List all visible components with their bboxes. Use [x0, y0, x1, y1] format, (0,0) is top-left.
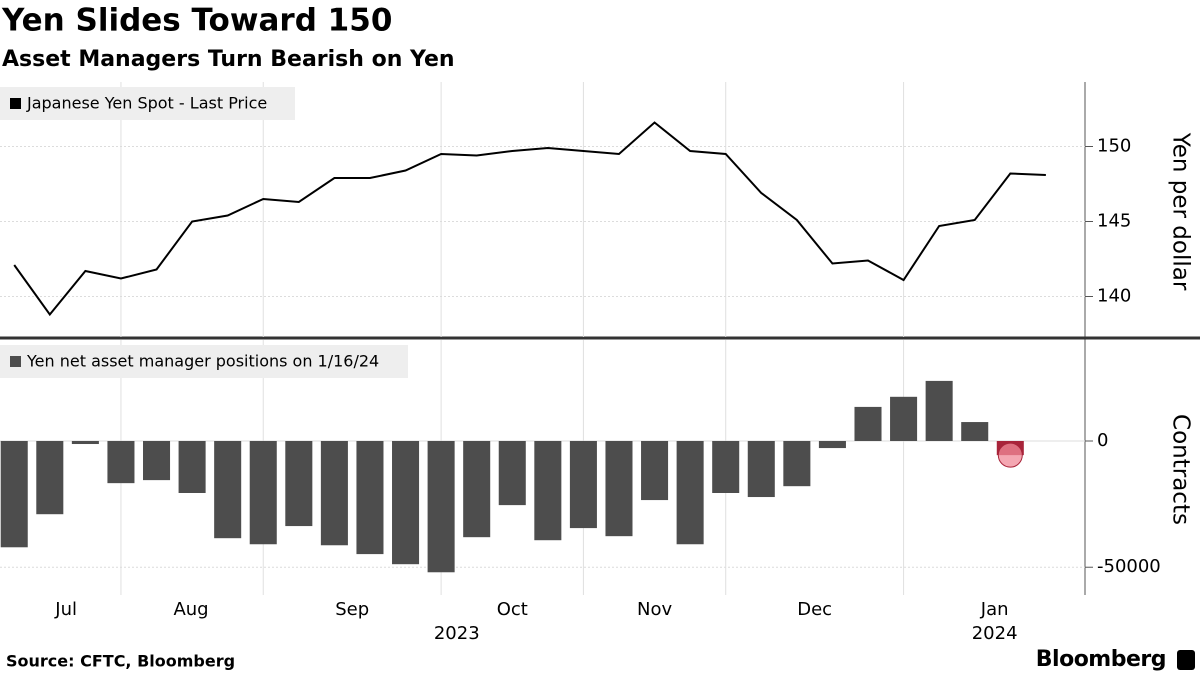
bar [143, 440, 171, 481]
bar [605, 440, 633, 537]
bar [854, 406, 882, 441]
x-tick-label: Nov [637, 599, 672, 620]
bar [783, 440, 811, 487]
legend-box [0, 345, 408, 378]
price-line [13, 121, 1046, 317]
x-tick-label: Oct [497, 599, 528, 620]
x-year-label: 2023 [434, 623, 480, 644]
bar [107, 440, 135, 484]
bar [0, 440, 28, 548]
bar [676, 440, 704, 545]
x-tick-label: Jul [54, 599, 77, 620]
source: Source: CFTC, Bloomberg [6, 652, 235, 671]
x-tick-label: Dec [797, 599, 832, 620]
legend-swatch [10, 98, 21, 109]
bar [925, 380, 953, 441]
y-axis-title: Yen per dollar [1168, 132, 1194, 291]
bar [961, 422, 989, 441]
legend-label: Yen net asset manager positions on 1/16/… [26, 352, 379, 371]
bar [356, 440, 384, 555]
bar [285, 440, 313, 527]
bar [392, 440, 420, 565]
bar [463, 440, 491, 538]
legend-swatch [10, 356, 21, 367]
chart-subtitle: Asset Managers Turn Bearish on Yen [2, 47, 455, 72]
bar [747, 440, 775, 498]
y-tick-label: 0 [1097, 430, 1108, 451]
bar [818, 440, 846, 449]
bar [36, 440, 64, 515]
brand: Bloomberg [1036, 647, 1166, 672]
x-year-label: 2024 [972, 623, 1018, 644]
bar [320, 440, 348, 546]
y-tick-label: -50000 [1097, 556, 1161, 577]
bar [214, 440, 242, 539]
y-tick-label: 140 [1097, 286, 1131, 307]
y-tick-label: 150 [1097, 136, 1131, 157]
chart-title: Yen Slides Toward 150 [1, 3, 392, 39]
bar [712, 440, 740, 493]
bar [178, 440, 206, 493]
bar [249, 440, 277, 545]
bar [569, 440, 597, 529]
x-tick-label: Aug [173, 599, 208, 620]
x-tick-label: Sep [335, 599, 369, 620]
bar [641, 440, 669, 501]
bar [890, 396, 918, 441]
y-tick-label: 145 [1097, 211, 1131, 232]
bar [71, 440, 99, 445]
brand-icon [1177, 650, 1195, 670]
bar [498, 440, 526, 506]
legend-label: Japanese Yen Spot - Last Price [26, 94, 267, 113]
y-axis-title: Contracts [1168, 414, 1194, 525]
legend-box [0, 87, 295, 120]
bar [427, 440, 455, 573]
x-tick-label: Jan [980, 599, 1009, 620]
highlight-marker [997, 442, 1023, 468]
bar [534, 440, 562, 541]
